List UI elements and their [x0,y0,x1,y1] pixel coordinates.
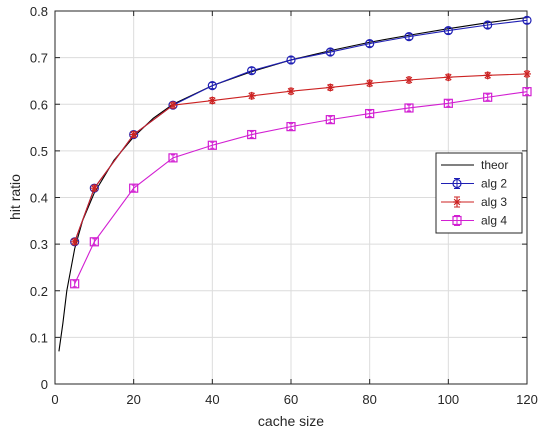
data-point [444,73,453,82]
data-point [129,183,139,193]
legend-box [435,152,523,234]
data-point [365,79,374,88]
data-point [129,130,138,139]
x-tick-label: 120 [516,392,538,407]
star-marker-shape [483,71,492,80]
data-point [404,32,414,42]
y-tick-label: 0.7 [30,51,48,66]
data-point [326,83,335,92]
x-tick-label: 100 [437,392,459,407]
y-tick-label: 0.4 [30,191,48,206]
series-alg-4 [70,87,532,289]
legend-marker [452,215,462,226]
star-marker-shape [129,130,138,139]
data-point [168,153,178,163]
data-point [325,115,335,125]
x-tick-label: 0 [51,392,58,407]
legend-label: alg 3 [481,195,507,209]
legend-label: theor [481,158,508,172]
star-marker-shape [90,184,99,193]
data-point [70,237,79,246]
star-marker-shape [326,83,335,92]
star-marker-shape [444,73,453,82]
data-point [443,98,453,108]
data-point [404,103,414,113]
axis-ticks: 0 20 40 60 80 100 120 0 0.1 0.2 0.3 0.4 0.5 0.6 0.7 0.8 [30,4,538,407]
star-marker-shape [405,76,413,85]
x-tick-label: 40 [205,392,219,407]
legend-item: alg 4 [441,214,507,228]
data-point [483,20,493,30]
data-point [70,279,80,289]
data-point [522,87,532,97]
data-point [247,66,257,76]
y-tick-label: 0.5 [30,144,48,159]
x-tick-label: 80 [362,392,376,407]
legend-label: alg 4 [481,214,507,228]
star-marker-shape [523,69,531,78]
data-point [365,108,375,119]
star-marker-shape [169,101,177,110]
legend-item: alg 2 [441,177,507,191]
data-point [483,71,492,80]
data-point [207,140,217,150]
star-marker-shape [365,79,374,88]
data-point [169,101,177,110]
x-tick-label: 20 [126,392,140,407]
data-point [522,15,532,25]
series-layer [58,15,532,352]
data-point [89,237,99,247]
star-marker-shape [287,87,295,96]
data-point [286,55,296,65]
data-point [405,76,413,85]
y-axis-label: hit ratio [7,174,23,220]
data-point [523,69,531,78]
y-tick-label: 0.3 [30,237,48,252]
series-alg-3 [70,69,531,246]
star-marker-shape [453,198,461,206]
y-tick-label: 0 [41,377,48,392]
legend: theor alg 2 alg 3 alg 4 [435,152,523,234]
star-marker-shape [208,96,217,105]
data-point [286,122,296,132]
data-point [90,184,99,193]
data-point [247,91,256,100]
x-tick-label: 60 [284,392,298,407]
x-axis-label: cache size [258,413,324,429]
legend-item: theor [441,158,508,172]
data-point [207,80,217,91]
legend-marker [452,178,462,189]
data-point [247,129,257,140]
data-point [208,96,217,105]
legend-marker [453,198,461,206]
data-point [325,47,335,57]
legend-item: alg 3 [441,195,507,209]
data-point [443,25,453,36]
data-point [483,92,493,102]
data-point [365,39,375,49]
star-marker-shape [247,91,256,100]
y-tick-label: 0.2 [30,284,48,299]
y-tick-label: 0.6 [30,97,48,112]
y-tick-label: 0.8 [30,4,48,19]
star-marker-shape [70,237,79,246]
y-tick-label: 0.1 [30,330,48,345]
legend-label: alg 2 [481,177,507,191]
data-point [287,87,295,96]
